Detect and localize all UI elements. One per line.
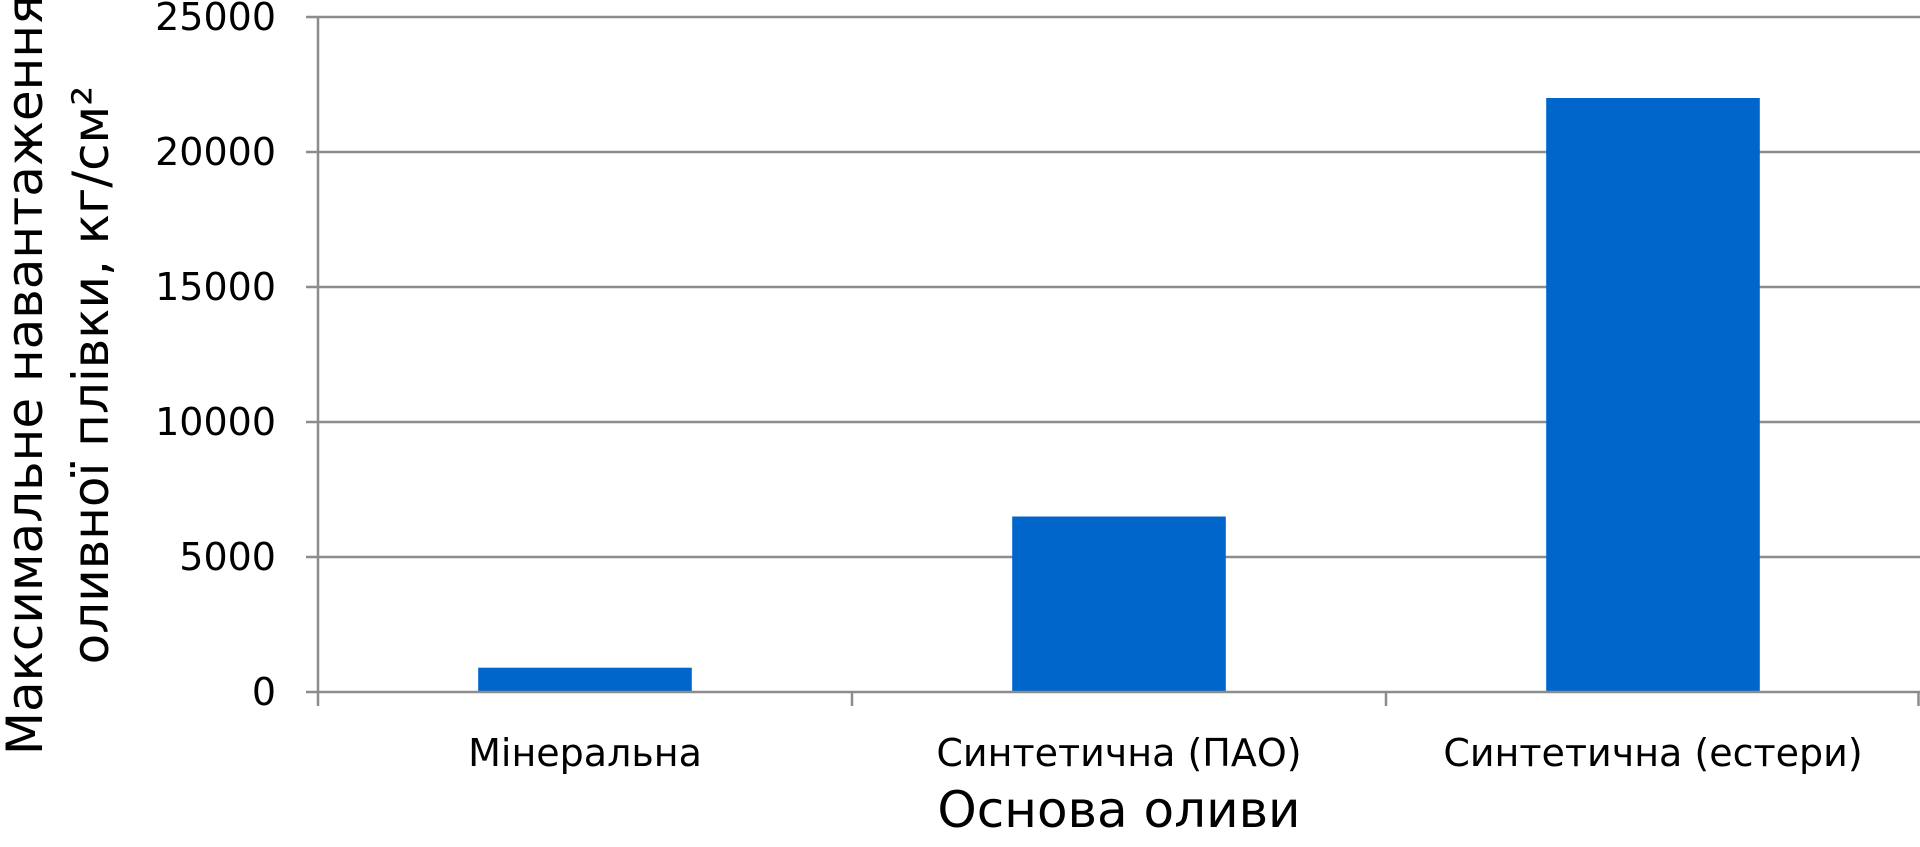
x-category-labels: Мінеральна Синтетична (ПАО) Синтетична (ес… <box>468 731 1863 775</box>
y-tick-label: 25000 <box>155 0 276 39</box>
bars <box>478 98 1760 692</box>
y-tick-labels: 0 5000 10000 15000 20000 25000 <box>155 0 276 714</box>
x-category-label: Синтетична (естери) <box>1443 731 1862 775</box>
y-tick-label: 0 <box>252 670 276 714</box>
y-tick-label: 15000 <box>155 265 276 309</box>
x-axis-title: Основа оливи <box>937 781 1300 839</box>
y-tick-label: 5000 <box>179 535 276 579</box>
y-axis-title-line-1: Максимальне навантаження <box>0 0 54 755</box>
bar-2 <box>1012 516 1226 692</box>
x-category-label: Синтетична (ПАО) <box>936 731 1301 775</box>
bar-3 <box>1546 98 1760 692</box>
y-tick-label: 20000 <box>155 130 276 174</box>
y-tick-label: 10000 <box>155 400 276 444</box>
axes <box>306 15 1920 706</box>
y-axis-title: Максимальне навантаження оливної плівки,… <box>0 0 120 755</box>
y-axis-title-line-2: оливної плівки, кг/см² <box>62 86 120 665</box>
bar-1 <box>478 667 692 692</box>
x-category-label: Мінеральна <box>468 731 702 775</box>
